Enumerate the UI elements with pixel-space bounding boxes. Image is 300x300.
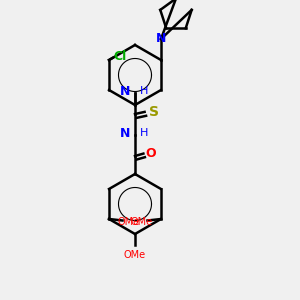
Text: O: O <box>146 146 156 160</box>
Text: OMe: OMe <box>118 217 140 227</box>
Text: Cl: Cl <box>113 50 127 64</box>
Text: N: N <box>156 32 166 46</box>
Text: H: H <box>140 86 148 97</box>
Text: OMe: OMe <box>124 250 146 260</box>
Text: N: N <box>120 127 130 140</box>
Text: OMe: OMe <box>130 217 152 227</box>
Text: H: H <box>140 128 148 139</box>
Text: S: S <box>148 106 158 119</box>
Text: N: N <box>120 85 130 98</box>
